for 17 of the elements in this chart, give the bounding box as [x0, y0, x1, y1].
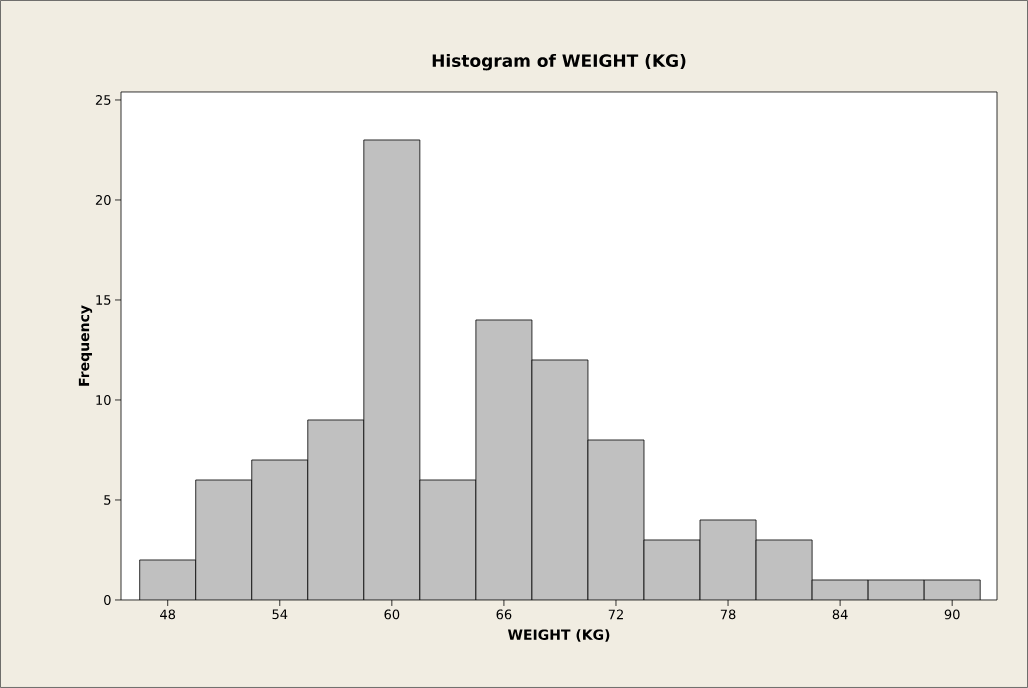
- y-tick-label: 25: [95, 95, 111, 105]
- y-axis-title: Frequency: [78, 305, 93, 386]
- x-tick-label: 90: [944, 609, 960, 620]
- y-tick-label: 0: [104, 595, 111, 605]
- x-tick-label: 78: [720, 609, 736, 620]
- x-axis-title: WEIGHT (KG): [507, 629, 610, 642]
- y-tick-label: 15: [96, 295, 111, 305]
- x-tick-label: 48: [160, 609, 176, 620]
- x-tick-label: 72: [608, 609, 623, 620]
- chart-title: Histogram of WEIGHT (KG): [432, 53, 686, 71]
- x-tick-label: 54: [272, 609, 288, 620]
- y-tick-label: 20: [95, 195, 111, 205]
- y-tick-label: 10: [96, 395, 111, 405]
- y-tick-label: 5: [104, 495, 111, 505]
- x-tick-label: 60: [384, 609, 400, 620]
- x-tick-label: 66: [496, 609, 512, 620]
- x-tick-label: 84: [832, 609, 848, 620]
